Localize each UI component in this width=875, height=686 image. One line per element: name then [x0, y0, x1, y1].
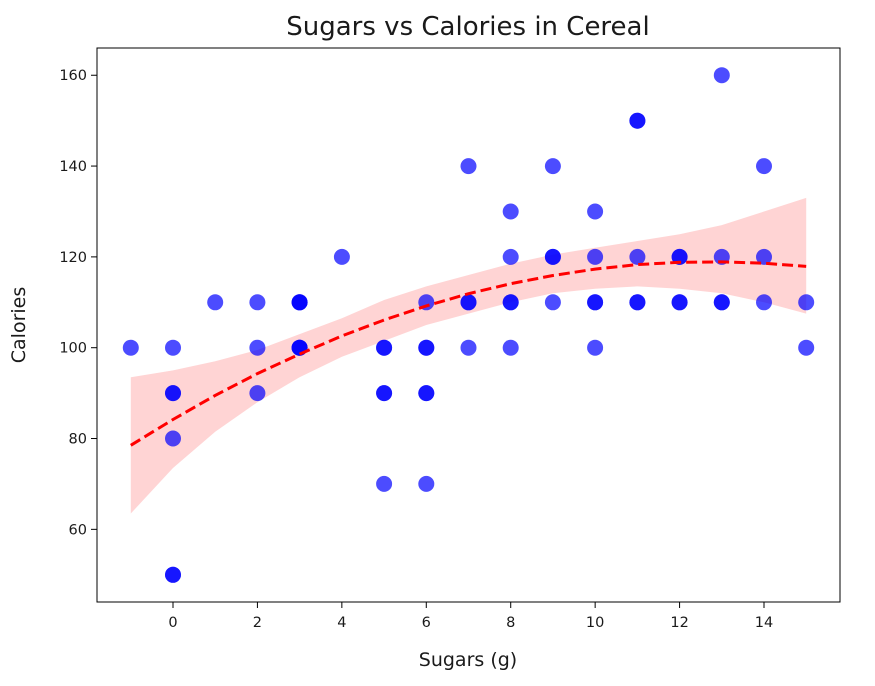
- data-point: [503, 340, 519, 356]
- data-point: [545, 158, 561, 174]
- data-point: [249, 340, 265, 356]
- data-point: [714, 67, 730, 83]
- x-tick-label: 10: [586, 615, 604, 631]
- data-point: [587, 249, 603, 265]
- data-point: [587, 204, 603, 220]
- y-tick-label: 80: [69, 432, 87, 448]
- data-point: [249, 385, 265, 401]
- data-point: [629, 294, 645, 310]
- x-tick-label: 14: [755, 615, 773, 631]
- data-point: [629, 249, 645, 265]
- data-point: [376, 476, 392, 492]
- data-point: [714, 294, 730, 310]
- data-point: [798, 340, 814, 356]
- x-axis-ticks: 0 2 4 6 8 10 12 14: [168, 602, 773, 631]
- y-tick-label: 140: [59, 159, 87, 175]
- data-point: [672, 294, 688, 310]
- x-tick-label: 8: [506, 615, 515, 631]
- data-point: [503, 204, 519, 220]
- data-point: [292, 294, 308, 310]
- y-tick-label: 120: [59, 250, 87, 266]
- data-point: [461, 294, 477, 310]
- data-point: [418, 476, 434, 492]
- data-point: [503, 294, 519, 310]
- data-point: [756, 158, 772, 174]
- y-tick-label: 160: [59, 68, 87, 84]
- data-point: [587, 294, 603, 310]
- x-tick-label: 6: [422, 615, 431, 631]
- y-axis-label: Calories: [8, 287, 30, 364]
- data-point: [461, 340, 477, 356]
- x-tick-label: 0: [168, 615, 177, 631]
- data-point: [165, 340, 181, 356]
- data-point: [629, 113, 645, 129]
- data-point: [165, 567, 181, 583]
- data-point: [418, 340, 434, 356]
- data-point: [376, 385, 392, 401]
- data-point: [587, 340, 603, 356]
- y-axis-ticks: 60 80 100 120 140 160: [59, 68, 97, 538]
- data-point: [545, 249, 561, 265]
- y-tick-label: 100: [59, 341, 87, 357]
- data-point: [207, 294, 223, 310]
- data-point: [418, 385, 434, 401]
- data-point: [461, 158, 477, 174]
- data-point: [123, 340, 139, 356]
- x-tick-label: 12: [670, 615, 688, 631]
- data-points-layer: [123, 67, 814, 583]
- plot-frame: [97, 48, 840, 602]
- data-point: [376, 340, 392, 356]
- data-point: [334, 249, 350, 265]
- data-point: [545, 294, 561, 310]
- data-point: [165, 385, 181, 401]
- data-point: [798, 294, 814, 310]
- x-tick-label: 2: [253, 615, 262, 631]
- data-point: [249, 294, 265, 310]
- x-axis-label: Sugars (g): [419, 649, 517, 671]
- x-tick-label: 4: [337, 615, 346, 631]
- y-tick-label: 60: [69, 522, 87, 538]
- data-point: [756, 294, 772, 310]
- data-point: [165, 431, 181, 447]
- data-point: [503, 249, 519, 265]
- chart-title: Sugars vs Calories in Cereal: [286, 12, 649, 42]
